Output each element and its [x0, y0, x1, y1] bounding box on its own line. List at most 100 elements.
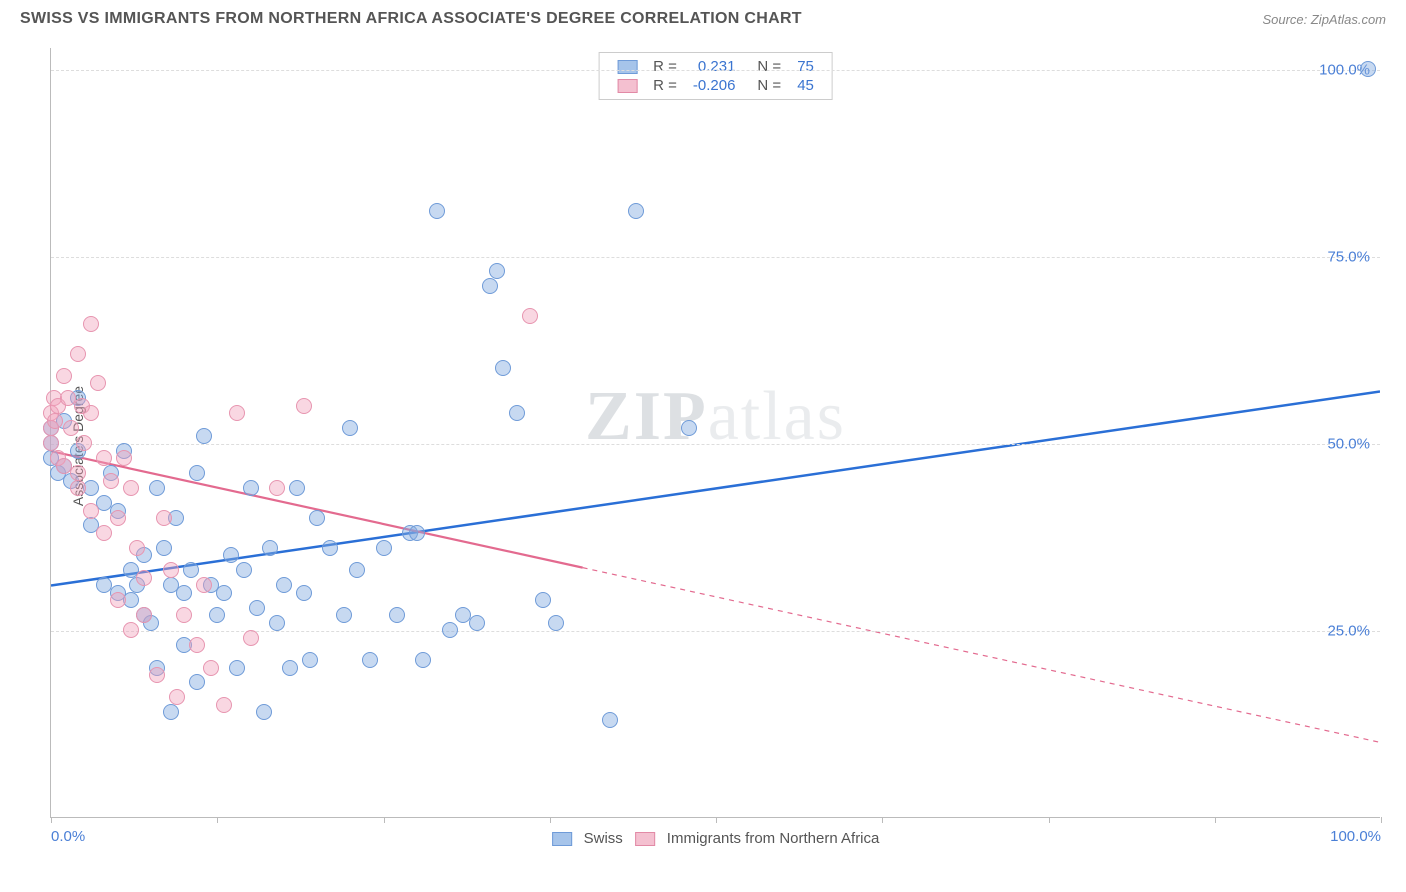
- scatter-point: [163, 704, 179, 720]
- y-tick-label: 75.0%: [1327, 249, 1370, 266]
- chart-plot-area: ZIPatlas R =0.231N =75R =-0.206N =45 Swi…: [50, 48, 1380, 818]
- scatter-point: [176, 585, 192, 601]
- correlation-legend: R =0.231N =75R =-0.206N =45: [598, 52, 833, 100]
- scatter-point: [229, 660, 245, 676]
- scatter-point: [169, 689, 185, 705]
- legend-swatch: [635, 832, 655, 846]
- scatter-point: [216, 585, 232, 601]
- scatter-point: [349, 562, 365, 578]
- x-tick-mark: [384, 817, 385, 823]
- scatter-point: [196, 577, 212, 593]
- scatter-point: [189, 674, 205, 690]
- scatter-point: [602, 712, 618, 728]
- scatter-point: [70, 465, 86, 481]
- scatter-point: [262, 540, 278, 556]
- gridline: [51, 444, 1380, 445]
- scatter-point: [296, 398, 312, 414]
- legend-stat-row: R =-0.206N =45: [609, 76, 822, 95]
- scatter-point: [322, 540, 338, 556]
- chart-title: SWISS VS IMMIGRANTS FROM NORTHERN AFRICA…: [20, 10, 802, 28]
- scatter-point: [495, 360, 511, 376]
- scatter-point: [103, 473, 119, 489]
- x-tick-mark: [550, 817, 551, 823]
- scatter-point: [548, 615, 564, 631]
- scatter-point: [442, 622, 458, 638]
- scatter-point: [63, 420, 79, 436]
- scatter-point: [189, 637, 205, 653]
- scatter-point: [362, 652, 378, 668]
- legend-stat-row: R =0.231N =75: [609, 57, 822, 76]
- scatter-point: [249, 600, 265, 616]
- scatter-point: [110, 510, 126, 526]
- scatter-point: [256, 704, 272, 720]
- scatter-point: [129, 540, 145, 556]
- gridline: [51, 257, 1380, 258]
- scatter-point: [243, 630, 259, 646]
- scatter-point: [389, 607, 405, 623]
- scatter-point: [409, 525, 425, 541]
- scatter-point: [149, 667, 165, 683]
- scatter-point: [282, 660, 298, 676]
- scatter-point: [336, 607, 352, 623]
- scatter-point: [90, 375, 106, 391]
- scatter-point: [296, 585, 312, 601]
- x-tick-label: 0.0%: [51, 828, 85, 845]
- scatter-point: [196, 428, 212, 444]
- scatter-point: [189, 465, 205, 481]
- scatter-point: [83, 316, 99, 332]
- scatter-point: [123, 480, 139, 496]
- scatter-point: [243, 480, 259, 496]
- x-tick-mark: [716, 817, 717, 823]
- scatter-point: [229, 405, 245, 421]
- y-tick-label: 25.0%: [1327, 623, 1370, 640]
- scatter-point: [469, 615, 485, 631]
- scatter-point: [47, 413, 63, 429]
- scatter-point: [1360, 61, 1376, 77]
- scatter-point: [116, 450, 132, 466]
- x-tick-mark: [1049, 817, 1050, 823]
- scatter-point: [269, 615, 285, 631]
- scatter-point: [96, 450, 112, 466]
- scatter-point: [269, 480, 285, 496]
- scatter-point: [156, 510, 172, 526]
- scatter-point: [149, 480, 165, 496]
- scatter-point: [415, 652, 431, 668]
- trendlines-svg: [51, 48, 1380, 817]
- scatter-point: [342, 420, 358, 436]
- series-legend: Swiss Immigrants from Northern Africa: [546, 829, 886, 847]
- scatter-point: [123, 622, 139, 638]
- scatter-point: [681, 420, 697, 436]
- x-tick-mark: [1381, 817, 1382, 823]
- scatter-point: [522, 308, 538, 324]
- scatter-point: [83, 503, 99, 519]
- scatter-point: [156, 540, 172, 556]
- legend-series-label: Immigrants from Northern Africa: [667, 830, 880, 847]
- scatter-point: [96, 525, 112, 541]
- scatter-point: [302, 652, 318, 668]
- scatter-point: [376, 540, 392, 556]
- scatter-point: [163, 562, 179, 578]
- legend-series-label: Swiss: [584, 830, 623, 847]
- correlation-stats-table: R =0.231N =75R =-0.206N =45: [609, 57, 822, 95]
- x-tick-label: 100.0%: [1330, 828, 1381, 845]
- scatter-point: [209, 607, 225, 623]
- scatter-point: [429, 203, 445, 219]
- scatter-point: [309, 510, 325, 526]
- x-tick-mark: [882, 817, 883, 823]
- x-tick-mark: [1215, 817, 1216, 823]
- y-tick-label: 50.0%: [1327, 436, 1370, 453]
- scatter-point: [216, 697, 232, 713]
- legend-swatch: [552, 832, 572, 846]
- gridline: [51, 70, 1380, 71]
- scatter-point: [482, 278, 498, 294]
- scatter-point: [535, 592, 551, 608]
- scatter-point: [43, 435, 59, 451]
- scatter-point: [223, 547, 239, 563]
- scatter-point: [628, 203, 644, 219]
- scatter-point: [83, 405, 99, 421]
- x-tick-mark: [217, 817, 218, 823]
- x-tick-mark: [51, 817, 52, 823]
- scatter-point: [70, 346, 86, 362]
- scatter-point: [56, 368, 72, 384]
- scatter-point: [183, 562, 199, 578]
